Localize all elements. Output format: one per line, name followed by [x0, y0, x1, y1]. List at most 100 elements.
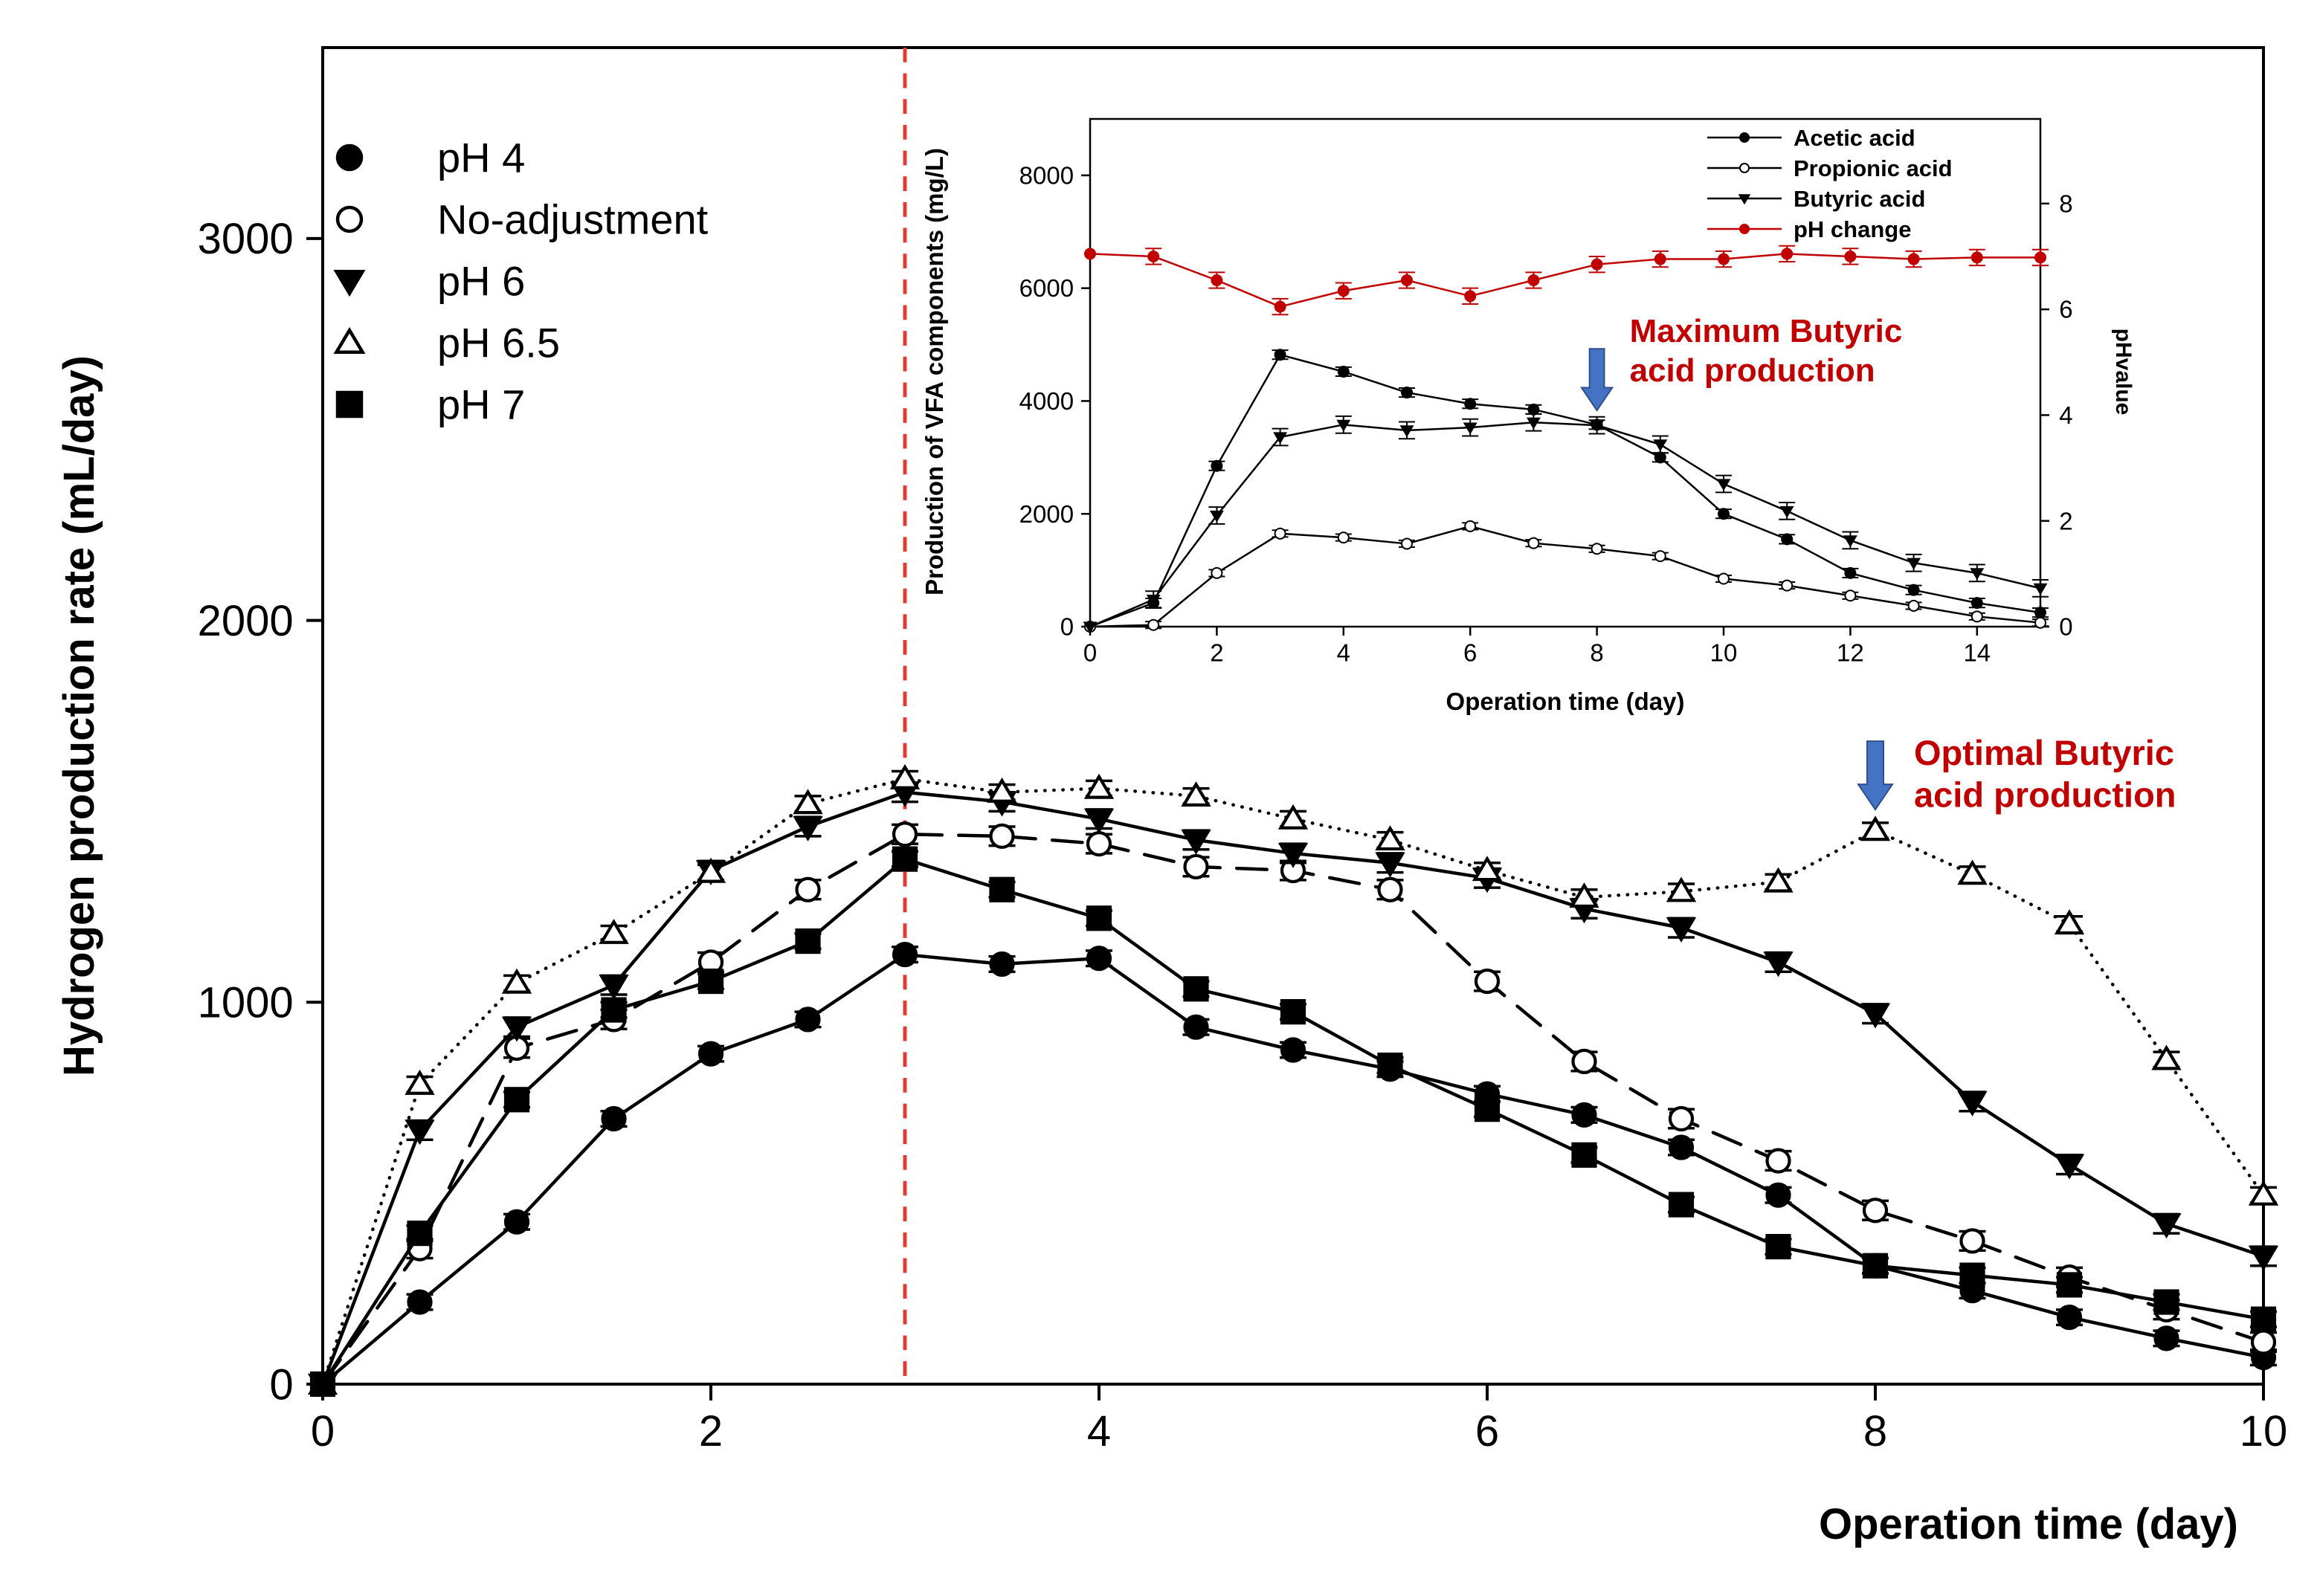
y2-tick-label: 8: [2059, 190, 2072, 217]
legend-marker: [333, 269, 366, 297]
y-tick-label: 6000: [1019, 274, 1074, 302]
annotation-text-line1: Maximum Butyric: [1630, 313, 1903, 349]
data-point: [2153, 1289, 2179, 1315]
data-point: [1401, 274, 1413, 286]
data-point: [2056, 1304, 2083, 1331]
y2-tick-label: 0: [2059, 613, 2072, 641]
data-point: [1337, 532, 1350, 544]
data-point: [2054, 909, 2085, 935]
x-tick-label: 8: [1590, 639, 1603, 667]
data-point: [1274, 349, 1286, 361]
data-point: [501, 1016, 532, 1042]
data-point: [1781, 579, 1794, 592]
x-tick-label: 6: [1475, 1407, 1499, 1456]
data-point: [1464, 398, 1477, 410]
data-point: [1970, 597, 1983, 610]
legend-marker: [1739, 163, 1750, 173]
series-line: [1089, 421, 2042, 628]
data-point: [795, 876, 821, 902]
data-point: [1474, 1096, 1501, 1122]
data-point: [1907, 558, 1921, 570]
data-point: [2248, 1245, 2279, 1271]
y2-tick-label: 4: [2059, 401, 2072, 429]
data-point: [501, 968, 532, 994]
x-tick-label: 4: [1087, 1407, 1111, 1456]
data-point: [1277, 804, 1309, 830]
x-tick-label: 4: [1337, 639, 1350, 667]
data-point: [1527, 274, 1540, 286]
data-point: [1718, 253, 1730, 265]
data-point: [1591, 258, 1603, 271]
x-tick-label: 12: [1837, 639, 1864, 667]
y-axis-label: Hydrogen production rate (mL/day): [55, 355, 103, 1076]
data-point: [793, 789, 823, 815]
data-point: [2056, 1272, 2083, 1298]
data-point: [1273, 432, 1288, 445]
data-point: [1779, 505, 1794, 518]
legend-marker: [335, 205, 364, 233]
data-point: [1211, 566, 1223, 579]
data-point: [1718, 508, 1730, 520]
data-point: [405, 1069, 435, 1095]
data-point: [1718, 572, 1730, 585]
annotation-text-line2: acid production: [1630, 352, 1875, 389]
y-axis-label: Production of VFA components (mg/L): [921, 148, 948, 595]
x-tick-label: 10: [2240, 1407, 2288, 1456]
legend-marker: [1739, 224, 1750, 234]
data-point: [1401, 387, 1413, 399]
data-point: [1860, 1003, 1891, 1029]
x-tick-label: 2: [1210, 639, 1223, 667]
x-tick-label: 0: [311, 1407, 335, 1456]
data-point: [1765, 1182, 1791, 1208]
data-point: [2248, 1180, 2279, 1206]
data-point: [793, 815, 823, 841]
data-point: [892, 821, 918, 847]
data-point: [1716, 479, 1731, 491]
data-point: [1463, 422, 1477, 435]
y-tick-label: 8000: [1019, 161, 1074, 189]
data-point: [1377, 1052, 1403, 1079]
legend-label: pH 4: [437, 135, 525, 181]
data-point: [1277, 842, 1309, 868]
data-point: [1571, 1048, 1597, 1075]
y-tick-label: 0: [269, 1360, 293, 1409]
legend: pH 4 No-adjustment pH 6 pH 6.5 pH 7: [333, 135, 709, 428]
data-point: [1464, 290, 1477, 303]
data-point: [1668, 1192, 1695, 1218]
x-tick-label: 0: [1083, 639, 1097, 667]
data-point: [1654, 550, 1666, 563]
data-point: [697, 968, 724, 995]
data-point: [2250, 1329, 2277, 1355]
data-point: [1844, 589, 1857, 602]
data-point: [1464, 520, 1477, 532]
data-point: [1654, 451, 1666, 464]
data-point: [1399, 425, 1414, 438]
data-point: [1183, 976, 1209, 1002]
legend-label: Acetic acid: [1794, 125, 1915, 151]
x-tick-label: 2: [699, 1407, 723, 1456]
series-acetic-acid: [1084, 349, 2049, 633]
data-point: [1211, 274, 1223, 286]
data-point: [1907, 253, 1920, 265]
data-point: [1183, 1014, 1209, 1040]
data-point: [1907, 599, 1920, 612]
data-point: [1763, 952, 1794, 978]
inset-chart: 0 2 4 6 8 10 12 14 0 2000 4000 6000 8000 0 2 4 6 8 Operati…: [921, 117, 2136, 715]
data-point: [1666, 917, 1697, 943]
data-point: [1591, 543, 1603, 555]
data-point: [892, 941, 918, 968]
legend-label: Propionic acid: [1794, 155, 1953, 181]
y-tick-label: 3000: [198, 215, 294, 263]
data-point: [1781, 248, 1794, 260]
data-point: [1959, 1228, 1985, 1254]
data-point: [1083, 773, 1115, 799]
data-point: [1571, 1142, 1597, 1168]
annotation-text-line2: acid production: [1914, 775, 2176, 815]
data-point: [2034, 607, 2046, 619]
data-point: [1375, 825, 1405, 851]
data-point: [1337, 285, 1350, 297]
data-point: [1970, 251, 1983, 264]
data-point: [1084, 248, 1096, 260]
data-point: [503, 1209, 530, 1235]
